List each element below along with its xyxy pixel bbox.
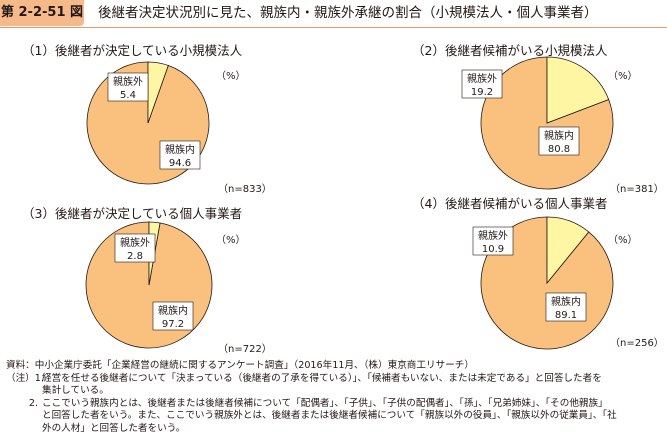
header-rule — [0, 27, 667, 28]
note-2-text-c: 外の人材」と回答した者をいう。 — [42, 422, 186, 434]
figure-header: 第 2-2-51 図 後継者決定状況別に見た、親族内・親族外承継の割合（小規模法… — [0, 0, 667, 26]
unit-label: （%） — [608, 235, 638, 246]
data-label-box — [461, 69, 503, 99]
note-1-text-b: 集計している。 — [42, 385, 109, 397]
panel-title: （4）後継者候補がいる個人事業者 — [412, 196, 608, 211]
data-label-inside-family: 親族内 97.2 — [152, 301, 194, 331]
note-2-text-a: ここでいう親族内とは、後継者または後継者候補について「配偶者」、「子供」、「子供… — [42, 397, 608, 409]
data-label-value: 10.9 — [482, 244, 504, 255]
unit-label: （%） — [608, 71, 638, 82]
data-label-outside-family: 親族外 10.9 — [472, 226, 514, 256]
data-label-inside-family: 親族内 89.1 — [545, 292, 587, 322]
pie-slice-outside-family — [546, 216, 590, 285]
panel-title: （2）後継者候補がいる小規模法人 — [412, 43, 608, 58]
data-label-box — [545, 292, 587, 322]
note-1-text-a: 経営を任せる後継者について「決まっている（後継者の了承を得ている）」、「候補者も… — [42, 372, 602, 384]
panel-title: （1）後継者が決定している小規模法人 — [22, 43, 243, 58]
data-label-box — [114, 233, 156, 263]
data-label-category: 親族内 — [165, 143, 195, 156]
panel-title: （3）後継者が決定している個人事業者 — [22, 206, 243, 221]
panel-4: （4）後継者候補がいる個人事業者 （%） 親族内 89.1 親族外 10.9 （n=2… — [412, 196, 664, 350]
pie-slice-outside-family — [147, 61, 169, 124]
data-label-value: 89.1 — [555, 310, 577, 321]
panel-1: （1）後継者が決定している小規模法人 （%） 親族内 94.6 親族外 5.4 （n=… — [0, 0, 300, 200]
sample-size: （n=833） — [218, 184, 272, 195]
data-label-category: 親族外 — [478, 229, 508, 242]
pie-chart-1: 親族内 94.6 親族外 5.4 — [86, 61, 210, 185]
data-label-category: 親族内 — [551, 295, 581, 308]
data-label-value: 94.6 — [169, 158, 191, 169]
data-label-outside-family: 親族外 5.4 — [107, 72, 149, 102]
note-2-text-b: と回答した者をいう。また、ここでいう親族外とは、後継者または後継者候補について「… — [42, 410, 617, 422]
data-label-category: 親族外 — [113, 75, 143, 88]
data-label-value: 97.2 — [162, 319, 184, 330]
pie-chart-4: 親族内 89.1 親族外 10.9 — [472, 216, 614, 350]
note-2-lead: 2. — [28, 397, 38, 409]
note-1: （注）1. 経営を任せる後継者について「決まっている（後継者の了承を得ている）」… — [6, 373, 662, 386]
data-label-inside-family: 親族内 94.6 — [159, 140, 201, 170]
data-label-category: 親族内 — [158, 304, 188, 317]
note-1-lead: （注）1. — [6, 372, 44, 384]
notes: 資料：中小企業庁委託「企業経営の継続に関するアンケート調査」（2016年11月、… — [6, 360, 662, 436]
data-label-value: 19.2 — [471, 87, 493, 98]
data-label-box — [472, 226, 514, 256]
note-2: 2. ここでいう親族内とは、後継者または後継者候補について「配偶者」、「子供」、… — [6, 398, 662, 411]
pie-chart-2: 親族内 80.8 親族外 19.2 — [461, 56, 614, 190]
data-label-value: 2.8 — [127, 251, 143, 262]
sample-size: （n=381） — [610, 184, 664, 195]
figure-title: 後継者決定状況別に見た、親族内・親族外承継の割合（小規模法人・個人事業者） — [98, 5, 598, 21]
data-label-category: 親族外 — [467, 72, 497, 85]
data-label-value: 80.8 — [548, 144, 570, 155]
sample-size: （n=256） — [610, 338, 664, 349]
data-label-outside-family: 親族外 2.8 — [114, 233, 156, 263]
pie-chart-3: 親族内 97.2 親族外 2.8 — [85, 221, 213, 349]
panel-2: （2）後継者候補がいる小規模法人 （%） 親族内 80.8 親族外 19.2 （n=3… — [0, 0, 667, 200]
data-label-box — [159, 140, 201, 170]
unit-label: （%） — [216, 235, 246, 246]
figure-number: 第 2-2-51 図 — [0, 0, 84, 26]
panel-3: （3）後継者が決定している個人事業者 （%） 親族内 97.2 親族外 2.8 （n=… — [0, 0, 300, 360]
data-label-box — [107, 72, 149, 102]
data-label-inside-family: 親族内 80.8 — [538, 126, 580, 156]
unit-label: （%） — [216, 71, 246, 82]
data-label-value: 5.4 — [120, 90, 136, 101]
data-label-box — [538, 126, 580, 156]
data-label-box — [152, 301, 194, 331]
source-note: 資料：中小企業庁委託「企業経営の継続に関するアンケート調査」（2016年11月、… — [6, 360, 474, 371]
data-label-outside-family: 親族外 19.2 — [461, 69, 503, 99]
sample-size: （n=722） — [218, 344, 272, 355]
data-label-category: 親族内 — [544, 129, 574, 142]
data-label-category: 親族外 — [120, 236, 150, 249]
pie-slice-outside-family — [546, 56, 610, 124]
